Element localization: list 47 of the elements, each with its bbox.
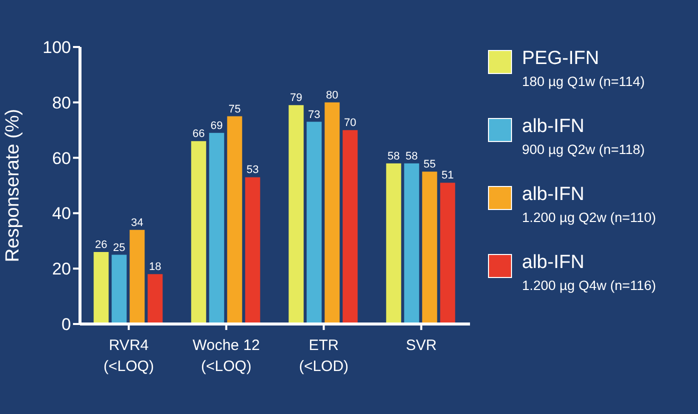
x-tick-label: RVR4 (<LOQ) [104,337,154,375]
data-label: 26 [95,238,108,251]
data-label: 34 [131,216,144,229]
bar [386,163,402,324]
bar [112,254,127,324]
data-label: 66 [192,128,205,140]
legend-label: alb-IFN 1.200 µg Q4w (n=116) [522,252,656,293]
data-label: 80 [326,89,338,102]
x-tick-label: Woche 12 (<LOQ) [192,337,260,375]
bar [342,130,358,324]
bar [306,122,322,324]
data-label: 69 [210,120,223,132]
bar [94,252,109,324]
legend-label: alb-IFN 1.200 µg Q2w (n=110) [522,184,656,225]
bar [148,274,163,324]
bar [191,141,206,324]
bar [245,177,260,324]
y-tick-label: 0 [62,315,71,334]
y-tick-label: 80 [52,93,71,112]
data-label: 58 [388,150,400,162]
bar [227,116,242,324]
x-tick-label: SVR [406,337,437,354]
bar [288,105,304,324]
data-label: 51 [442,170,454,182]
y-tick-label: 100 [42,38,71,58]
legend-label: PEG-IFN 180 µg Q1w (n=114) [522,48,645,89]
data-label: 53 [246,164,259,176]
bar [130,230,145,324]
bar [422,172,438,324]
data-label: 70 [344,117,356,130]
data-label: 18 [149,261,162,274]
bar [209,132,224,324]
y-tick-label: 40 [52,204,71,224]
y-tick-label: 60 [52,148,71,168]
data-label: 58 [406,150,418,162]
data-label: 75 [228,103,241,116]
data-label: 73 [308,108,320,121]
x-tick-label: ETR (<LOD) [298,337,349,375]
data-label: 55 [424,158,436,171]
data-label: 25 [113,242,126,254]
y-tick-label: 20 [52,260,71,279]
data-label: 79 [290,92,302,104]
y-axis-title: Responserate (%) [2,108,24,262]
bar [324,102,340,324]
bar [440,182,456,324]
bar [404,163,420,324]
legend-label: alb-IFN 900 µg Q2w (n=118) [522,116,645,157]
